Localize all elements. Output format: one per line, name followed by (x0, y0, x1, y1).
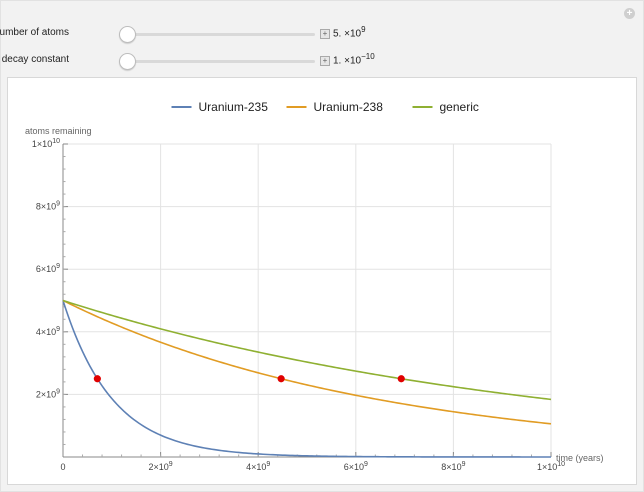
control-label: initial number of atoms (0, 27, 69, 38)
x-axis-label: time (years) (556, 453, 604, 463)
x-tick-label: 0 (60, 462, 65, 472)
series-line-uranium-235 (62, 300, 551, 458)
x-tick-label: 8×109 (441, 461, 465, 472)
y-tick-label: 4×109 (36, 326, 60, 337)
y-tick-label: 8×109 (36, 201, 60, 212)
x-tick-label: 4×109 (246, 461, 270, 472)
half-life-point (277, 375, 285, 383)
legend-label: Uranium-238 (314, 100, 384, 114)
series-line-generic (62, 299, 552, 401)
half-life-point (93, 375, 101, 383)
slider-expand-icon[interactable]: + (320, 29, 330, 39)
control-row-decay-constant: decay constant + 1. ×10−10 (1, 51, 601, 71)
slider-expand-icon[interactable]: + (320, 56, 330, 66)
initial-atoms-slider[interactable] (123, 33, 315, 36)
control-label: decay constant (1, 54, 69, 65)
slider-thumb[interactable] (119, 53, 136, 70)
control-row-initial-atoms: initial number of atoms + 5. ×109 (0, 24, 601, 44)
x-tick-label: 1×1010 (537, 461, 565, 472)
plot-area: 0 2×109 4×109 6×109 8×109 1×1010 2×109 4×109 6×1… (7, 77, 637, 485)
slider-thumb[interactable] (119, 26, 136, 43)
legend-label: generic (440, 100, 479, 114)
legend-label: Uranium-235 (199, 100, 269, 114)
decay-constant-slider[interactable] (123, 60, 315, 63)
control-value: 1. ×10−10 (333, 52, 375, 67)
decay-chart: 0 2×109 4×109 6×109 8×109 1×1010 2×109 4×109 6×1… (25, 100, 604, 472)
control-value: 5. ×109 (333, 25, 366, 40)
expand-options-icon[interactable]: + (624, 8, 635, 19)
series-line-uranium-238 (62, 299, 552, 425)
x-tick-label: 6×109 (344, 461, 368, 472)
y-tick-label: 2×109 (36, 388, 60, 399)
y-tick-label: 1×1010 (32, 138, 60, 149)
y-tick-label: 6×109 (36, 263, 60, 274)
x-tick-label: 2×109 (149, 461, 173, 472)
y-axis-label: atoms remaining (25, 126, 92, 136)
half-life-point (397, 375, 405, 383)
